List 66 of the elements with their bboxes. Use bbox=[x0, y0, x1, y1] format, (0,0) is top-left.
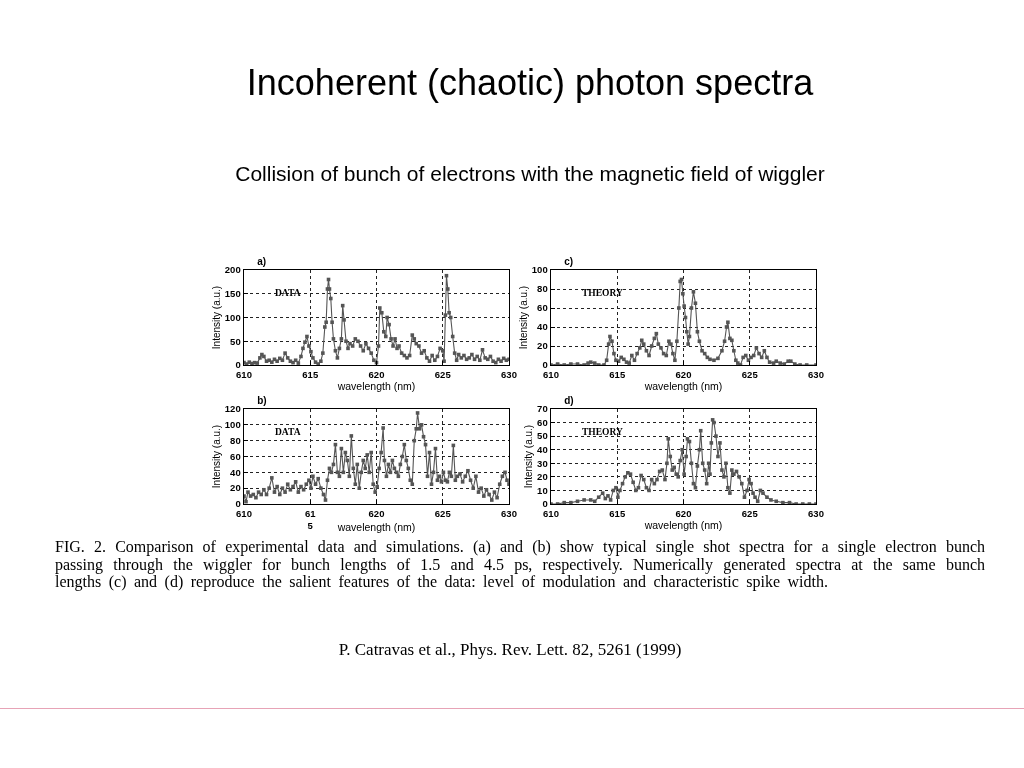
annotation: THEORY bbox=[582, 288, 623, 298]
y-tick-label: 80 bbox=[537, 283, 548, 295]
x-tick-label: 630 bbox=[501, 368, 517, 380]
x-axis-title: wavelength (nm) bbox=[643, 518, 723, 531]
y-tick-label: 120 bbox=[224, 403, 241, 415]
y-tick-label: 60 bbox=[230, 450, 241, 462]
chart-title: d) bbox=[564, 394, 574, 406]
x-tick-label: 625 bbox=[741, 507, 759, 519]
x-tick-label: 615 bbox=[302, 368, 319, 380]
x-axis-title: wavelength (nm) bbox=[336, 379, 416, 392]
chart-title: b) bbox=[257, 394, 267, 406]
x-tick-label: 610 bbox=[236, 368, 252, 380]
y-tick-label: 80 bbox=[230, 434, 241, 446]
text: Collision of bunch of electrons with the magnetic field of wiggler bbox=[234, 161, 826, 187]
x-tick-label: 630 bbox=[501, 507, 517, 519]
y-tick-label: 60 bbox=[537, 416, 548, 428]
y-tick-label: 70 bbox=[537, 403, 548, 415]
y-tick-label: 0 bbox=[542, 498, 548, 510]
x-tick-label: 625 bbox=[741, 368, 759, 380]
y-tick-label: 100 bbox=[531, 264, 548, 276]
y-tick-label: 0 bbox=[542, 359, 548, 371]
y-tick-label: 10 bbox=[537, 484, 548, 496]
x-axis-title: wavelength (nm) bbox=[643, 379, 723, 392]
x-tick-label: 625 bbox=[434, 368, 452, 380]
y-tick-label: 20 bbox=[537, 340, 548, 352]
x-tick-label: 610 bbox=[543, 507, 559, 519]
text: Incoherent (chaotic) photon spectra bbox=[245, 61, 815, 105]
x-tick-label: 620 bbox=[675, 368, 692, 380]
x-tick-label: 620 bbox=[368, 507, 385, 519]
chart-title: a) bbox=[257, 255, 267, 267]
text: P. Catravas et al., Phys. Rev. Lett. 82, 5261 (1999) bbox=[337, 638, 683, 661]
annotation: THEORY bbox=[582, 427, 623, 437]
x-tick-label: 61 5 bbox=[304, 507, 317, 532]
y-tick-label: 200 bbox=[224, 264, 241, 276]
x-axis-title: wavelength (nm) bbox=[336, 521, 416, 533]
y-tick-label: 50 bbox=[537, 430, 548, 442]
x-tick-label: 625 bbox=[434, 507, 452, 519]
annotation: DATA bbox=[275, 288, 301, 298]
x-tick-label: 630 bbox=[808, 507, 824, 519]
y-tick-label: 0 bbox=[235, 498, 241, 510]
y-tick-label: 50 bbox=[230, 335, 241, 347]
x-tick-label: 615 bbox=[609, 368, 626, 380]
x-tick-label: 610 bbox=[236, 507, 252, 519]
y-axis-title: Intensity (a.u.) bbox=[211, 424, 223, 489]
y-tick-label: 40 bbox=[230, 466, 241, 478]
y-tick-label: 20 bbox=[230, 482, 241, 494]
y-tick-label: 100 bbox=[224, 419, 241, 431]
y-tick-label: 60 bbox=[537, 302, 548, 314]
y-axis-title: Intensity (a.u.) bbox=[211, 285, 223, 350]
y-tick-label: 40 bbox=[537, 321, 548, 333]
x-tick-label: 620 bbox=[675, 507, 692, 519]
y-axis-title: Intensity (a.u.) bbox=[518, 285, 530, 350]
chart-title: c) bbox=[564, 255, 574, 267]
annotation: DATA bbox=[275, 427, 301, 437]
x-tick-label: 630 bbox=[808, 368, 824, 380]
y-axis-title: Intensity (a.u.) bbox=[523, 424, 535, 489]
x-tick-label: 615 bbox=[609, 507, 626, 519]
y-tick-label: 100 bbox=[224, 311, 241, 323]
y-tick-label: 20 bbox=[537, 471, 548, 483]
x-tick-label: 610 bbox=[543, 368, 559, 380]
caption: FIG. 2. Comparison of experimental data and simulations. (a) and (b) show typical single shot spectra for a single electron bunch passing through the wiggler for bunch lengths of 1.5 and 4.5 ps, respectively. Numerically generated spectra at the same bunch lengths (c) and (d) reproduce the salient features of the data: level of modulation and characteristic spike width. bbox=[55, 538, 985, 591]
y-tick-label: 0 bbox=[235, 359, 241, 371]
y-tick-label: 30 bbox=[537, 457, 548, 469]
y-tick-label: 40 bbox=[537, 444, 548, 456]
x-tick-label: 620 bbox=[368, 368, 385, 380]
y-tick-label: 150 bbox=[224, 288, 241, 300]
